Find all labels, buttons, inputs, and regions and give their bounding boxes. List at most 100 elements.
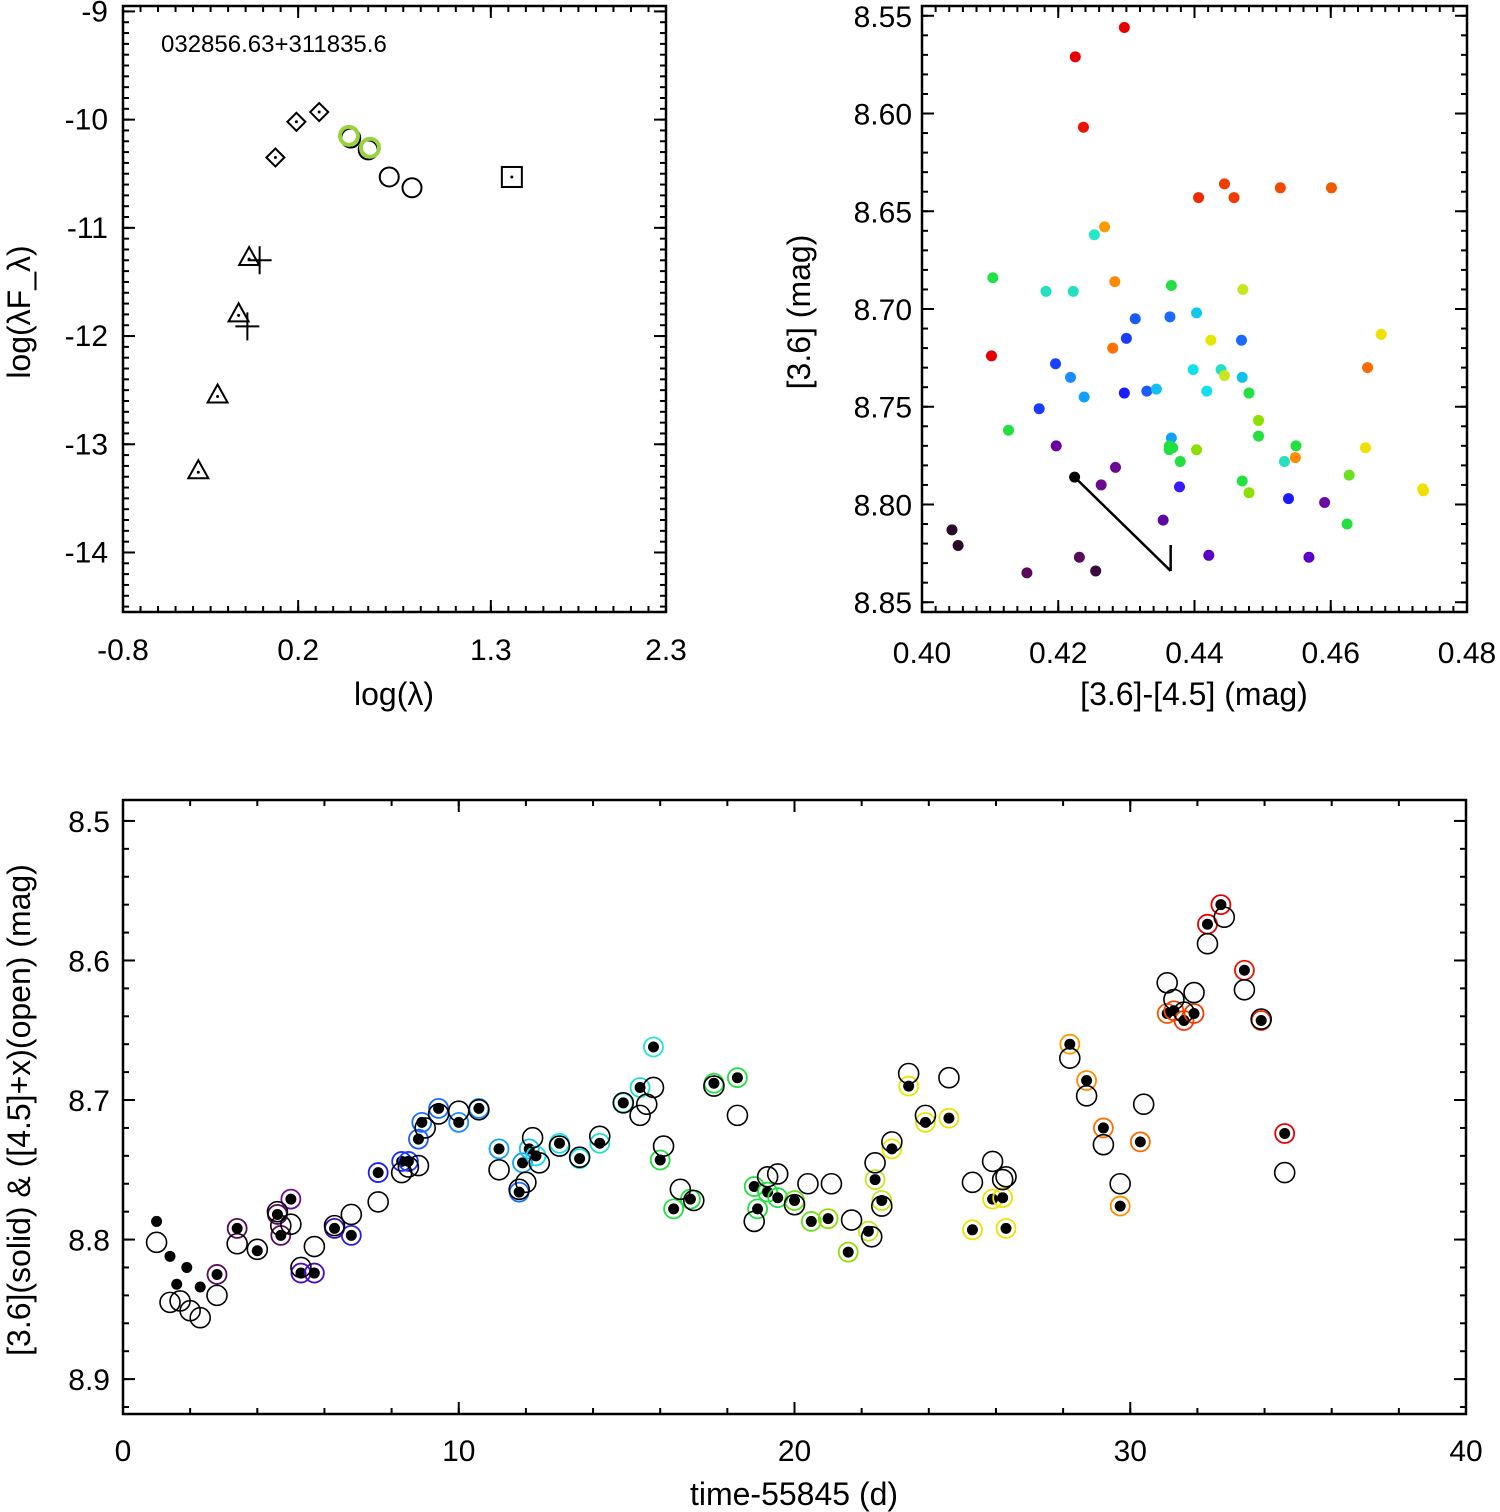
cmd-point <box>1107 342 1119 354</box>
lc-color-ring <box>643 1036 664 1058</box>
sed-square-dot <box>510 175 514 179</box>
cmd-point <box>1129 313 1141 325</box>
cmd-point <box>1165 280 1177 292</box>
lc-open-point <box>145 1231 168 1254</box>
lc-color-ring <box>411 1111 433 1133</box>
lc-y-tick-label: 8.5 <box>68 806 110 839</box>
lc-solid-point <box>654 1154 666 1166</box>
lc-open-point <box>756 1165 779 1188</box>
lc-solid-point <box>842 1246 854 1258</box>
lc-open-point <box>407 1154 430 1177</box>
lc-open-point <box>860 1225 883 1248</box>
lc-open-point <box>367 1191 389 1213</box>
lc-y-tick-label: 8.9 <box>68 1364 110 1397</box>
sed-triangle-dot <box>237 313 241 317</box>
lc-open-point <box>820 1172 843 1195</box>
lc-open-point <box>528 1152 551 1174</box>
lc-open-point <box>1233 978 1256 1001</box>
lc-solid-point <box>943 1112 955 1124</box>
lc-color-ring <box>837 1241 859 1263</box>
lc-color-ring <box>938 1107 960 1129</box>
cmd-point <box>1109 276 1121 288</box>
cmd-point <box>1417 485 1429 497</box>
lc-open-point <box>206 1284 228 1307</box>
sed-diamond-point <box>308 101 330 123</box>
lc-solid-point <box>772 1192 784 1204</box>
lc-solid-point <box>171 1278 183 1290</box>
lc-solid-point <box>966 1224 978 1236</box>
lc-color-ring <box>663 1198 685 1220</box>
cmd-point <box>985 350 997 362</box>
lc-color-ring <box>280 1188 302 1210</box>
cmd-point <box>1065 371 1077 383</box>
lc-color-ring <box>881 1138 903 1160</box>
sed-y-tick-label: -11 <box>67 212 108 245</box>
lc-color-ring <box>727 1067 748 1089</box>
lc-open-point <box>991 1168 1014 1191</box>
lc-solid-point <box>453 1116 465 1128</box>
cmd-y-tick-label: 8.60 <box>854 99 912 132</box>
lc-x-tick-label: 10 <box>442 1435 475 1468</box>
lc-color-ring <box>649 1149 671 1171</box>
cmd-point <box>1290 440 1302 452</box>
lc-solid-point <box>295 1267 307 1279</box>
cmd-x-tick-label: 0.44 <box>1165 637 1223 670</box>
cmd-point <box>1109 461 1121 473</box>
sed-green-circle-point <box>337 124 360 147</box>
lc-y-tick-label: 8.6 <box>68 945 110 978</box>
cmd-point <box>1003 424 1015 436</box>
cmd-y-tick-label: 8.75 <box>854 392 912 425</box>
cmd-point <box>1069 51 1081 63</box>
lc-open-point <box>669 1178 692 1201</box>
lc-color-ring <box>303 1262 325 1284</box>
sed-object-name: 032856.63+311835.6 <box>161 31 387 58</box>
lc-open-point <box>1109 1172 1131 1195</box>
lc-solid-point <box>285 1193 297 1205</box>
lc-color-ring <box>817 1208 839 1230</box>
lc-solid-point <box>1279 1128 1291 1140</box>
sed-diamond-point <box>285 111 307 133</box>
sed-y-tick-label: -14 <box>65 536 108 569</box>
lc-color-ring <box>1109 1195 1131 1217</box>
cmd-point <box>1191 444 1203 456</box>
cmd-y-tick-label: 8.55 <box>854 1 912 34</box>
lc-open-point <box>1213 906 1236 929</box>
cmd-point <box>1187 364 1199 376</box>
lc-open-point <box>290 1256 312 1279</box>
lc-color-ring <box>757 1181 779 1203</box>
sed-y-axis-title: log(λF_λ) <box>1 245 37 378</box>
lc-color-ring <box>800 1211 822 1232</box>
cmd-point <box>1157 514 1169 526</box>
cmd-point <box>1050 358 1062 370</box>
cmd-y-tick-label: 8.70 <box>854 294 912 327</box>
lc-color-ring <box>898 1075 920 1097</box>
lc-solid-point <box>372 1167 384 1179</box>
cmd-point <box>1218 369 1230 381</box>
lc-solid-point <box>231 1222 243 1234</box>
lc-color-ring <box>1076 1070 1098 1091</box>
lc-open-point <box>682 1189 705 1212</box>
lc-open-point <box>642 1076 665 1099</box>
cmd-y-tick-label: 8.85 <box>854 587 912 620</box>
cmd-point <box>1150 383 1162 395</box>
lc-open-point <box>323 1214 346 1237</box>
lc-solid-point <box>181 1261 193 1273</box>
cmd-point <box>1099 221 1111 233</box>
sed-triangle-point <box>226 301 251 323</box>
sed-x-tick-label: 2.3 <box>645 634 687 667</box>
lc-open-point <box>629 1104 651 1127</box>
cmd-point <box>1069 471 1081 483</box>
cmd-point <box>1278 455 1290 467</box>
lc-solid-point <box>1178 1014 1190 1026</box>
cmd-point <box>1253 430 1265 442</box>
cmd-point <box>1164 311 1176 323</box>
cmd-point <box>1283 493 1295 505</box>
sed-panel: -0.8 0.2 1.3 2.3 -9 -10 -11 -12 -13 -14 log(λ) log(… <box>1 0 687 712</box>
sed-triangle-point <box>186 458 211 480</box>
lc-solid-point <box>1238 964 1250 976</box>
cmd-point <box>1341 518 1353 530</box>
lc-solid-point <box>1201 918 1213 930</box>
cmd-point <box>1203 549 1215 561</box>
sed-y-tick-label: -13 <box>65 428 108 461</box>
lc-open-point <box>797 1172 819 1195</box>
